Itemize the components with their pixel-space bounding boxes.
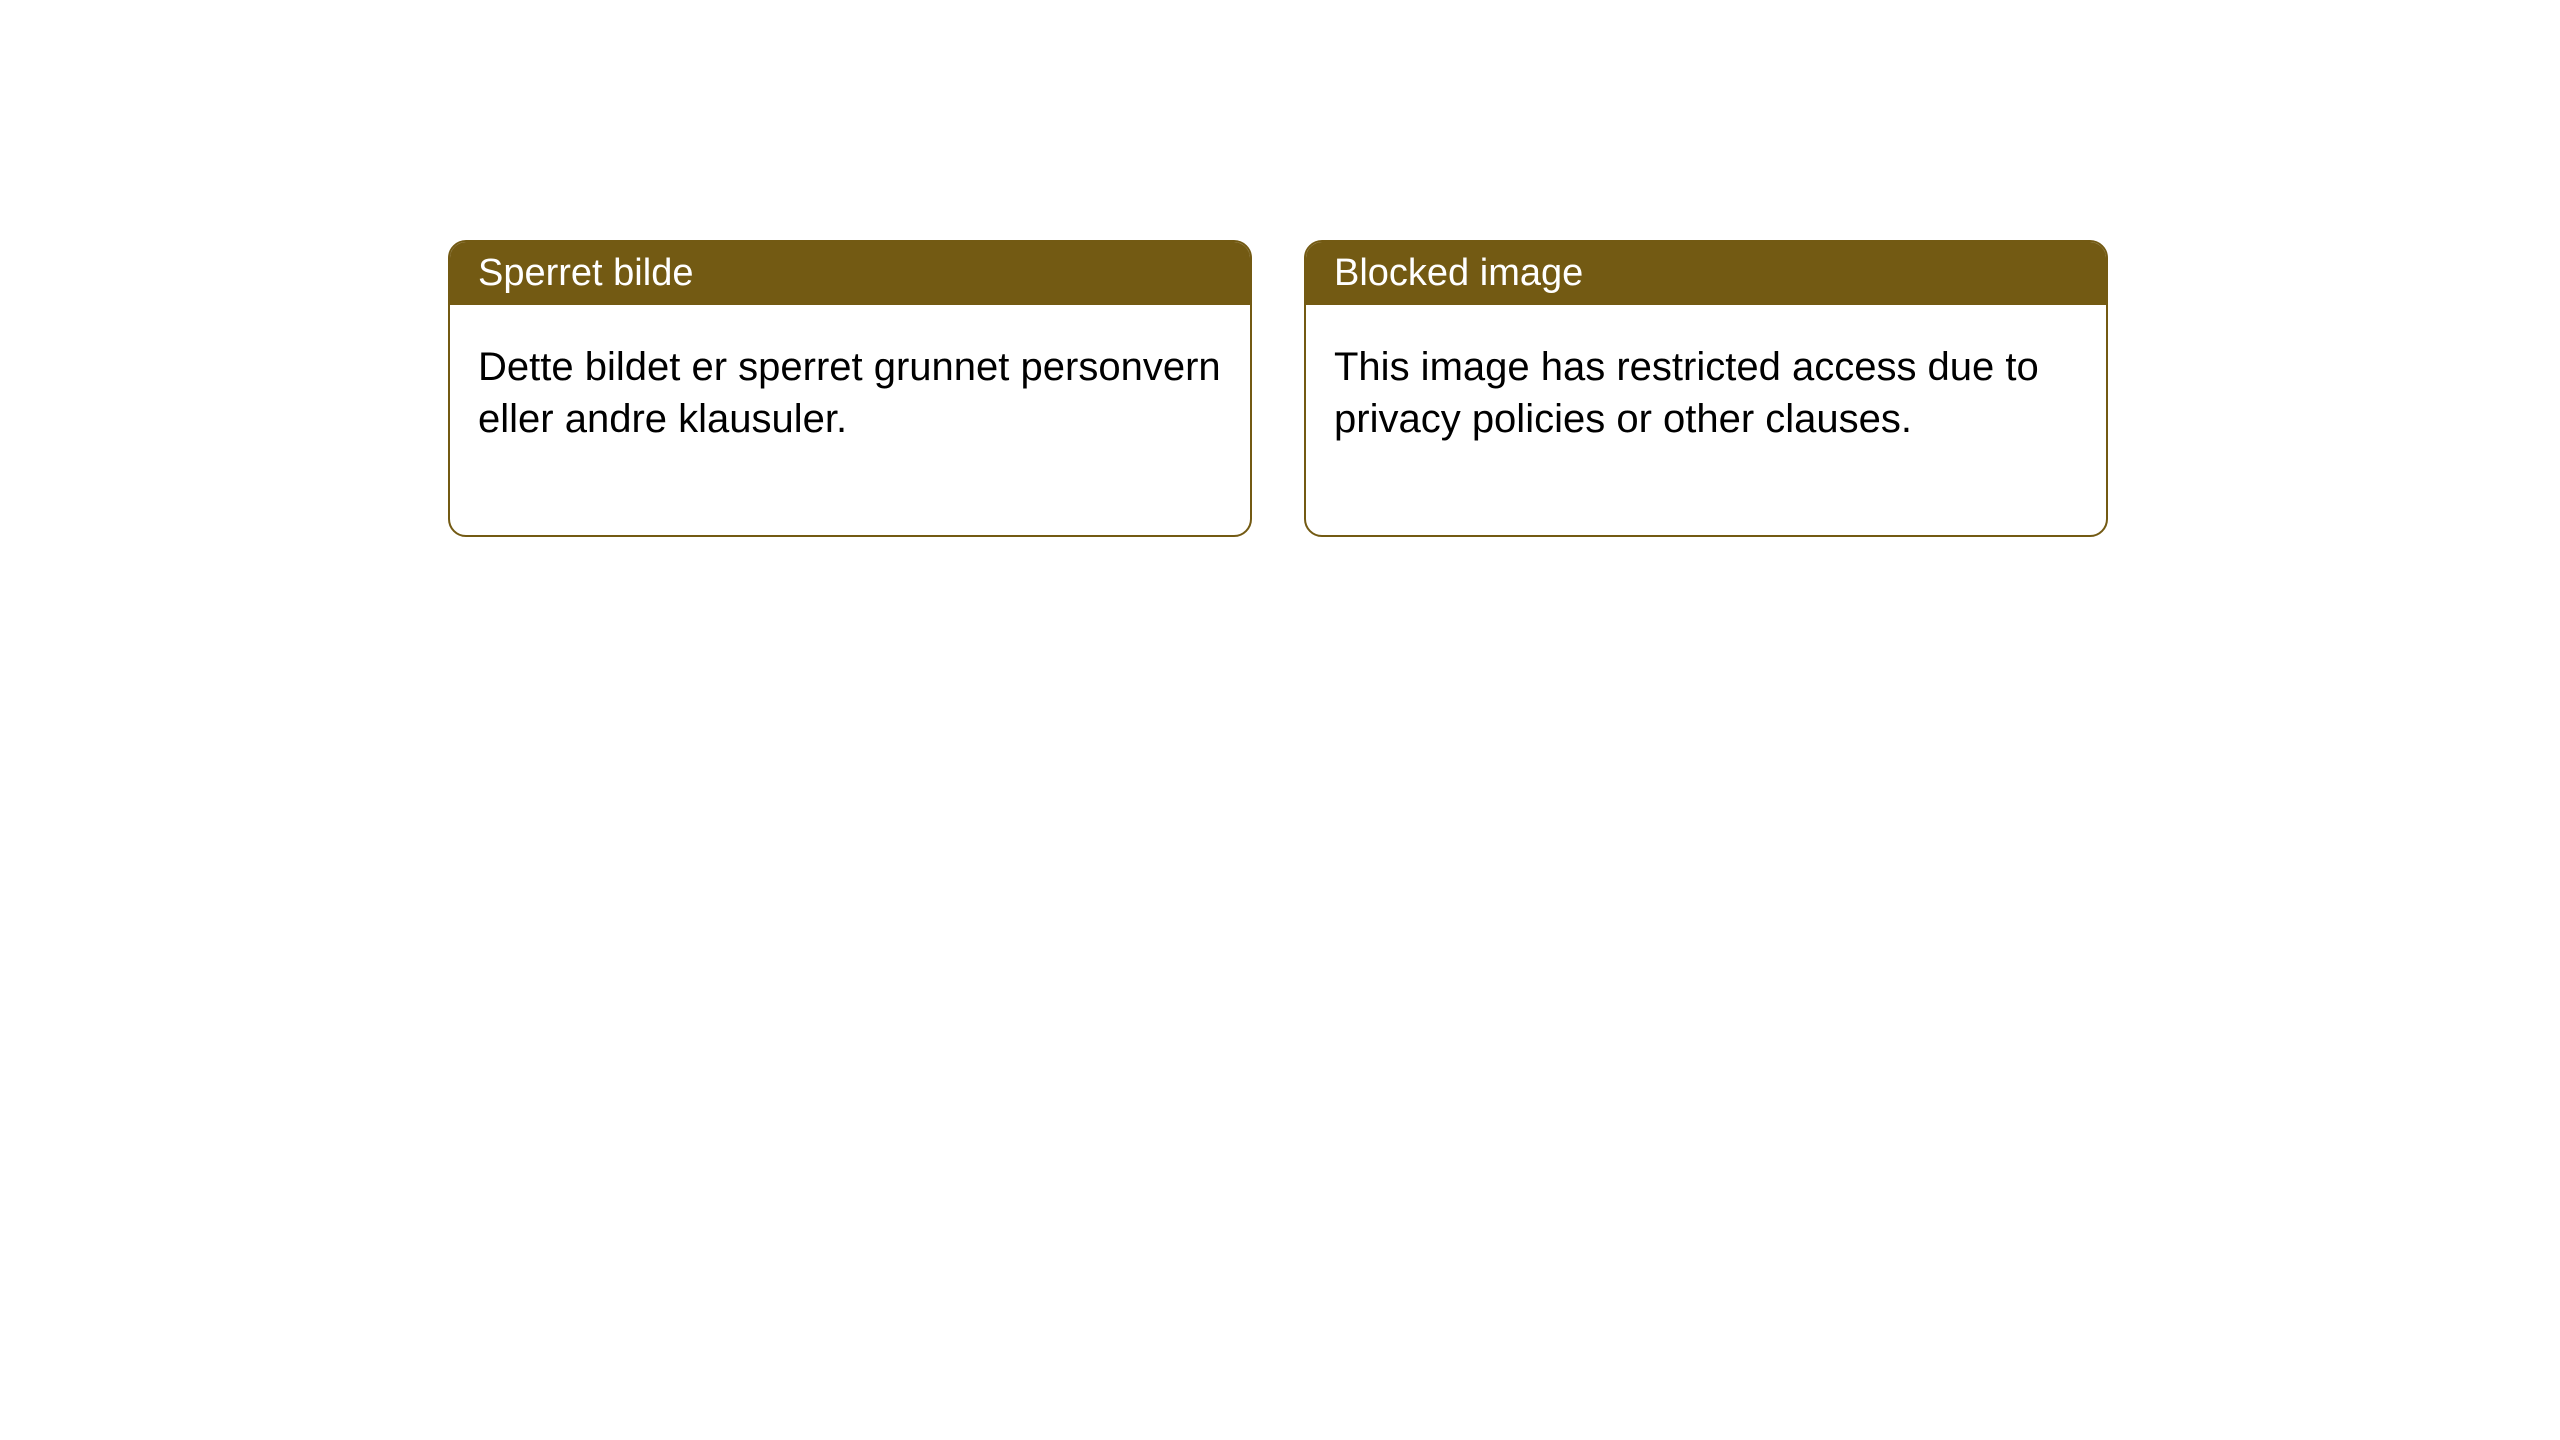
notice-card-norwegian: Sperret bilde Dette bildet er sperret gr… bbox=[448, 240, 1252, 537]
notice-header-norwegian: Sperret bilde bbox=[450, 242, 1250, 305]
notice-cards-container: Sperret bilde Dette bildet er sperret gr… bbox=[448, 240, 2560, 537]
notice-body-norwegian: Dette bildet er sperret grunnet personve… bbox=[450, 305, 1250, 535]
notice-body-english: This image has restricted access due to … bbox=[1306, 305, 2106, 535]
notice-card-english: Blocked image This image has restricted … bbox=[1304, 240, 2108, 537]
notice-header-english: Blocked image bbox=[1306, 242, 2106, 305]
